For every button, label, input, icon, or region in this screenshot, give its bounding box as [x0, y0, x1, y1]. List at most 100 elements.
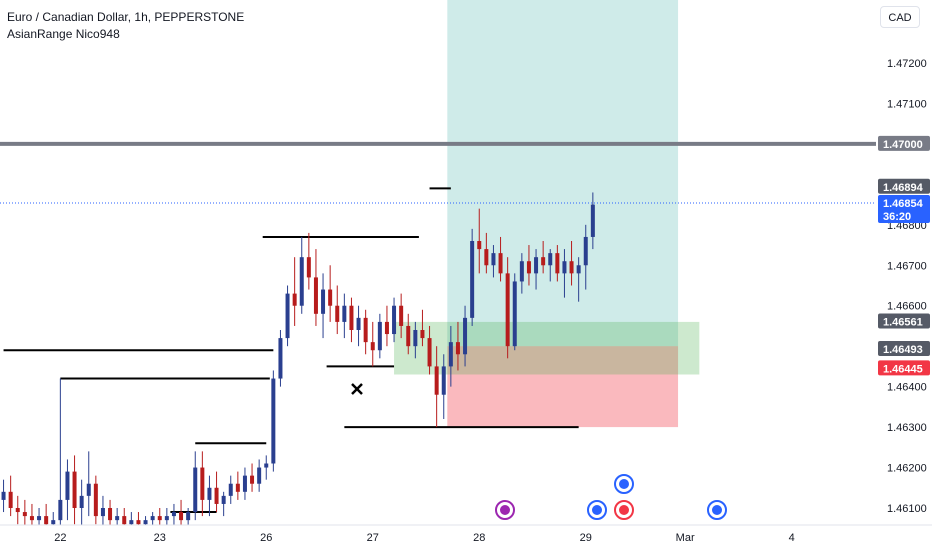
candle-body-21: [150, 516, 155, 521]
candle-body-33: [235, 483, 240, 492]
cross-marker-2: [351, 383, 363, 395]
candle-body-56: [399, 305, 404, 326]
price-tick-9: 1.46100: [887, 503, 927, 515]
price-badge-text-stop: 1.46445: [883, 363, 923, 375]
candle-body-71: [505, 273, 510, 347]
horizontal-level[interactable]: [0, 141, 876, 204]
price-tick-6: 1.46400: [887, 382, 927, 394]
time-axis-bg: [0, 525, 932, 550]
candle-body-51: [363, 317, 368, 343]
price-badge-sub-last: 36:20: [883, 211, 911, 223]
chart-markers: [351, 383, 363, 395]
candle-body-19: [136, 520, 141, 525]
candle-body-78: [555, 253, 560, 274]
currency-button[interactable]: CAD: [880, 6, 920, 28]
price-badge-last: [878, 194, 930, 223]
candle-body-1: [8, 491, 13, 508]
stop-zone: [447, 346, 679, 428]
candle-body-40: [285, 293, 290, 339]
time-tick-3: 27: [367, 532, 379, 544]
candle-body-9: [65, 471, 70, 500]
candle-body-77: [548, 253, 553, 266]
candle-body-61: [434, 366, 439, 395]
event-eu-icon-2-inner: [619, 479, 629, 489]
price-badge-entry: [878, 341, 930, 357]
candle-body-17: [122, 516, 127, 525]
candle-body-60: [427, 338, 432, 367]
candle-body-48: [342, 305, 347, 322]
price-axis-bg: [876, 0, 932, 550]
candle-body-26: [186, 512, 191, 521]
candle-body-20: [143, 520, 148, 525]
candle-body-46: [328, 289, 333, 306]
target-zone: [447, 0, 679, 347]
candle-body-62: [441, 366, 446, 395]
candle-body-42: [299, 257, 304, 306]
candle-body-32: [228, 483, 233, 496]
price-axis[interactable]: 1.472001.471001.470001.468001.467001.466…: [876, 0, 932, 550]
candle-body-70: [498, 253, 503, 274]
candle-body-79: [562, 261, 567, 274]
candles: [1, 192, 595, 529]
candle-body-54: [384, 321, 389, 335]
price-tick-1: 1.47100: [887, 98, 927, 110]
candle-body-11: [79, 495, 84, 508]
event-ca-icon-inner: [619, 505, 629, 515]
candle-body-65: [463, 317, 468, 355]
candle-body-39: [278, 338, 283, 379]
candle-body-80: [569, 261, 574, 274]
entry-zone: [394, 321, 700, 375]
candle-body-3: [22, 512, 27, 517]
candle-body-23: [164, 516, 169, 521]
candle-body-68: [484, 249, 489, 266]
time-tick-6: Mar: [676, 532, 695, 544]
price-tick-0: 1.47200: [887, 58, 927, 70]
candle-body-36: [257, 467, 262, 484]
symbol-title[interactable]: Euro / Canadian Dollar, 1h, PEPPERSTONE: [7, 10, 245, 24]
candle-body-53: [377, 321, 382, 351]
candle-body-16: [115, 516, 120, 521]
candle-body-4: [29, 516, 34, 521]
candle-body-0: [1, 491, 6, 500]
price-badge-text-entry: 1.46493: [883, 344, 923, 356]
price-badge-text-last: 1.46854: [883, 198, 924, 210]
price-tick-4: 1.46700: [887, 260, 927, 272]
candle-body-25: [179, 512, 184, 521]
candle-body-22: [157, 516, 162, 521]
candle-body-52: [370, 342, 375, 351]
candle-body-15: [108, 507, 113, 521]
candle-body-76: [541, 257, 546, 266]
candle-body-18: [129, 520, 134, 525]
candle-body-31: [221, 495, 226, 504]
candle-body-73: [519, 261, 524, 282]
candle-body-43: [306, 257, 311, 278]
candle-body-24: [171, 512, 176, 517]
candle-body-58: [413, 329, 418, 347]
price-tick-5: 1.46600: [887, 301, 927, 313]
range-lines: [3, 187, 579, 514]
candle-body-75: [534, 257, 539, 274]
candle-body-13: [93, 483, 98, 517]
candle-body-30: [214, 487, 219, 504]
candle-body-47: [335, 305, 340, 322]
price-badge-text-prev-high: 1.46894: [883, 182, 924, 194]
candle-body-66: [470, 240, 475, 318]
time-axis[interactable]: 22 23 26 27 28 29 Mar 4: [0, 524, 932, 550]
candle-body-14: [100, 507, 105, 517]
candle-body-12: [86, 483, 91, 496]
candle-body-28: [200, 467, 205, 500]
candle-body-50: [356, 317, 361, 330]
time-tick-2: 26: [260, 532, 272, 544]
time-tick-1: 23: [154, 532, 166, 544]
candle-body-8: [58, 499, 63, 521]
candle-body-34: [242, 475, 247, 492]
candle-body-72: [512, 281, 517, 347]
candle-body-5: [37, 516, 42, 521]
candle-body-45: [321, 289, 326, 314]
indicator-label[interactable]: AsianRange Nico948: [7, 27, 120, 41]
time-tick-5: 29: [580, 532, 592, 544]
economic-events[interactable]: [495, 474, 727, 520]
event-eu-icon-inner: [592, 505, 602, 515]
candle-body-82: [583, 236, 588, 266]
